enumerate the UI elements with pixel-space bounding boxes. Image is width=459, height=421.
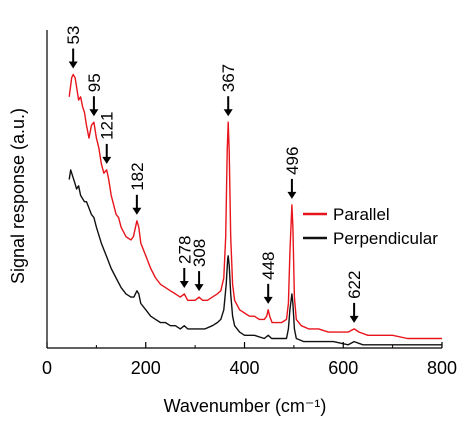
- peak-arrow-head: [349, 315, 359, 323]
- axes: 0 200 400 600 800: [42, 30, 457, 378]
- x-tick-label: 0: [42, 358, 52, 378]
- legend-label: Perpendicular: [333, 229, 438, 248]
- peak-arrow-head: [287, 191, 297, 199]
- peak-label: 278: [175, 236, 194, 264]
- peak-arrow-head: [132, 207, 142, 215]
- legend: Parallel Perpendicular: [303, 205, 438, 248]
- peak-label: 182: [128, 162, 147, 190]
- peak-label: 121: [98, 112, 117, 140]
- x-tick-label: 600: [328, 358, 358, 378]
- peak-label: 496: [283, 147, 302, 175]
- x-tick-label: 200: [131, 358, 161, 378]
- series-layer: [68, 73, 442, 346]
- x-axis-label: Wavenumber (cm⁻¹): [164, 396, 327, 416]
- peak-arrow-head: [223, 109, 233, 117]
- peak-arrow-head: [194, 284, 204, 292]
- peak-arrow-head: [68, 61, 78, 69]
- series-line-perpendicular: [68, 169, 442, 346]
- legend-label: Parallel: [333, 205, 390, 224]
- peak-label: 308: [190, 239, 209, 267]
- peak-arrow-head: [179, 280, 189, 288]
- peak-label: 622: [345, 271, 364, 299]
- x-tick-label: 400: [229, 358, 259, 378]
- x-tick-label: 800: [427, 358, 457, 378]
- peak-label: 53: [64, 26, 83, 45]
- series-line-parallel: [68, 73, 442, 340]
- peak-arrow-head: [89, 109, 99, 117]
- peak-label: 95: [85, 73, 104, 92]
- peak-arrow-head: [102, 156, 112, 164]
- y-axis-label: Signal response (a.u.): [8, 108, 28, 284]
- peak-label: 448: [259, 251, 278, 279]
- peak-arrow-head: [263, 296, 273, 304]
- peak-label: 367: [219, 64, 238, 92]
